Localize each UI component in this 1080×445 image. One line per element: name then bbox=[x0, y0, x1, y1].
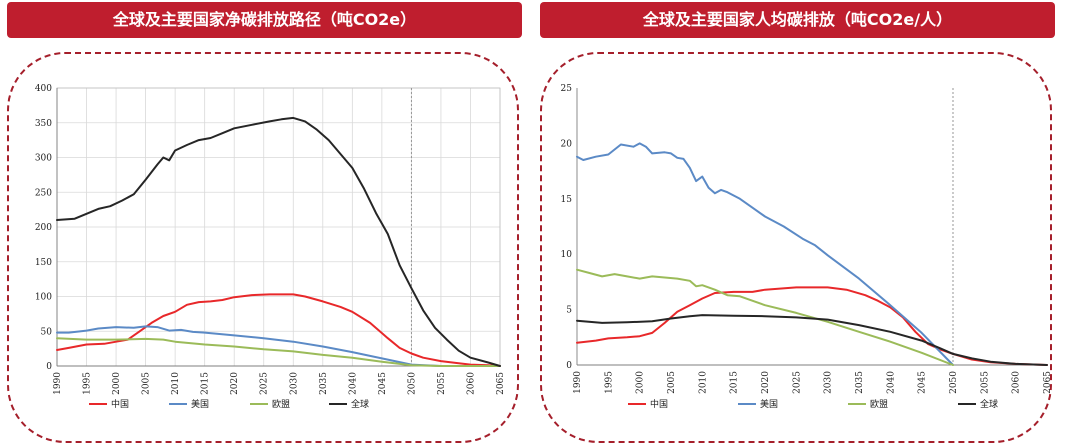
x-tick-label: 2020 bbox=[230, 372, 240, 395]
x-tick-label: 1995 bbox=[83, 372, 93, 395]
legend-label: 全球 bbox=[980, 398, 998, 410]
chart-frame bbox=[7, 52, 519, 443]
y-tick-label: 0 bbox=[566, 361, 572, 371]
x-tick-label: 2035 bbox=[319, 372, 329, 395]
x-tick-label: 2060 bbox=[1012, 371, 1022, 394]
y-tick-label: 10 bbox=[561, 250, 573, 260]
y-tick-label: 350 bbox=[35, 119, 52, 129]
y-tick-label: 25 bbox=[561, 84, 573, 94]
x-tick-label: 2025 bbox=[260, 372, 270, 395]
y-tick-label: 0 bbox=[46, 362, 52, 372]
y-tick-label: 400 bbox=[35, 84, 52, 94]
series-line-3 bbox=[576, 314, 1048, 366]
series-line-2 bbox=[56, 337, 501, 367]
x-tick-label: 1995 bbox=[604, 371, 614, 394]
x-tick-label: 2010 bbox=[698, 371, 708, 394]
x-tick-label: 2050 bbox=[407, 372, 417, 395]
y-tick-label: 300 bbox=[35, 154, 52, 164]
y-tick-label: 200 bbox=[35, 223, 52, 233]
legend-label: 全球 bbox=[351, 398, 369, 410]
x-tick-label: 1990 bbox=[573, 371, 583, 394]
x-tick-label: 2010 bbox=[171, 372, 181, 395]
net-emissions-chart: 0 50 100 150 200 250 300 350 400 1990 1995 2000 2005… bbox=[35, 84, 506, 410]
chart-frame bbox=[540, 52, 1052, 443]
x-tick-label: 2065 bbox=[496, 372, 506, 395]
x-tick-label: 2040 bbox=[886, 371, 896, 394]
x-tick-label: 2025 bbox=[792, 371, 802, 394]
x-tick-label: 2040 bbox=[348, 372, 358, 395]
x-tick-label: 2000 bbox=[636, 371, 646, 394]
chart-title: 全球及主要国家人均碳排放（吨CO2e/人） bbox=[540, 2, 1055, 38]
x-tick-label: 2015 bbox=[730, 371, 740, 394]
y-tick-label: 50 bbox=[41, 327, 53, 337]
x-tick-label: 2005 bbox=[667, 371, 677, 394]
legend-label: 欧盟 bbox=[272, 398, 290, 410]
x-tick-label: 2045 bbox=[378, 372, 388, 395]
series-line-3 bbox=[56, 116, 501, 367]
x-tick-label: 2060 bbox=[466, 372, 476, 395]
net-emissions-panel: 全球及主要国家净碳排放路径（吨CO2e） 0 50 100 150 200 250 300 3… bbox=[7, 0, 537, 445]
y-tick-label: 150 bbox=[35, 258, 52, 268]
x-tick-label: 2065 bbox=[1043, 371, 1053, 394]
x-tick-label: 2055 bbox=[980, 371, 990, 394]
plot-area bbox=[577, 88, 1047, 365]
series-line-0 bbox=[576, 286, 1048, 366]
x-tick-label: 2045 bbox=[918, 371, 928, 394]
legend-label: 美国 bbox=[760, 398, 778, 410]
x-tick-label: 2030 bbox=[289, 372, 299, 395]
series-line-1 bbox=[576, 142, 954, 366]
series-line-2 bbox=[576, 268, 954, 366]
series-line-1 bbox=[56, 325, 501, 367]
x-tick-label: 2050 bbox=[949, 371, 959, 394]
x-tick-label: 2020 bbox=[761, 371, 771, 394]
y-tick-label: 5 bbox=[566, 306, 572, 316]
x-tick-label: 2030 bbox=[824, 371, 834, 394]
x-tick-label: 2035 bbox=[855, 371, 865, 394]
series-line-0 bbox=[56, 293, 501, 367]
x-tick-label: 2005 bbox=[142, 372, 152, 395]
legend-label: 美国 bbox=[191, 398, 209, 410]
y-tick-label: 250 bbox=[35, 188, 52, 198]
y-tick-label: 15 bbox=[561, 195, 573, 205]
chart-title: 全球及主要国家净碳排放路径（吨CO2e） bbox=[7, 2, 522, 38]
y-tick-label: 100 bbox=[35, 293, 52, 303]
legend-label: 中国 bbox=[650, 398, 668, 410]
x-tick-label: 2055 bbox=[437, 372, 447, 395]
legend-label: 欧盟 bbox=[870, 398, 888, 410]
per-capita-emissions-panel: 全球及主要国家人均碳排放（吨CO2e/人） 0 5 10 15 20 25 1990 1995… bbox=[540, 0, 1070, 445]
x-tick-label: 1990 bbox=[53, 372, 63, 395]
y-tick-label: 20 bbox=[561, 139, 573, 149]
x-tick-label: 2000 bbox=[112, 372, 122, 395]
x-tick-label: 2015 bbox=[201, 372, 211, 395]
legend-label: 中国 bbox=[111, 398, 129, 410]
